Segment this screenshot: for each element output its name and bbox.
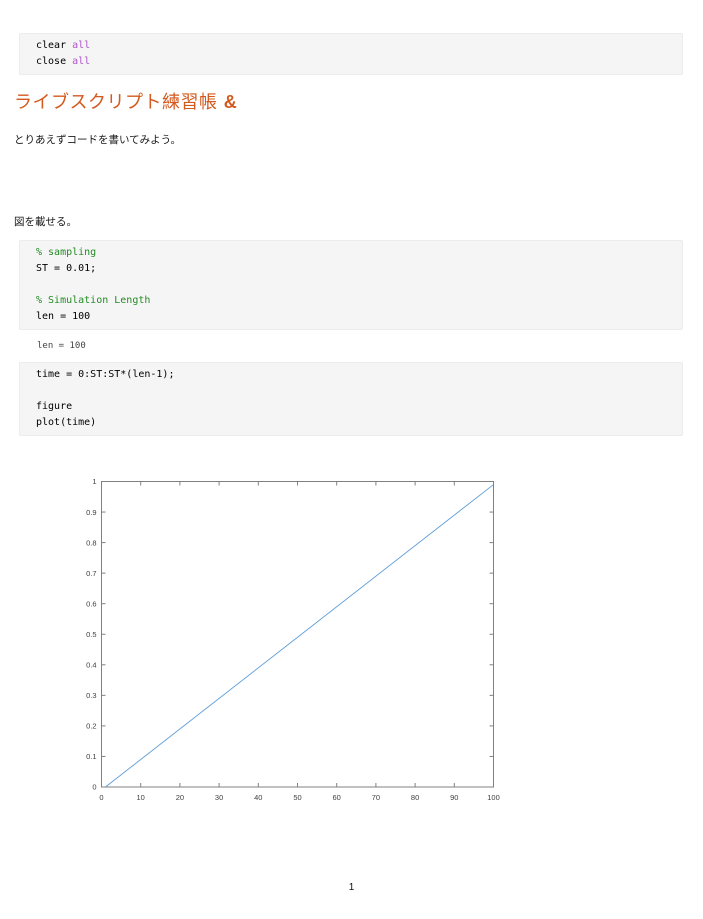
code-line: ST = 0.01; <box>36 263 97 274</box>
svg-text:0: 0 <box>92 783 96 792</box>
svg-text:0.8: 0.8 <box>86 538 96 547</box>
code-line: % sampling <box>36 247 97 258</box>
svg-text:0.2: 0.2 <box>86 722 96 731</box>
code-block-sampling: % sampling ST = 0.01; % Simulation Length… <box>19 240 683 330</box>
svg-text:0.9: 0.9 <box>86 508 96 517</box>
svg-text:1: 1 <box>92 477 96 486</box>
code-block-clear-close: clear all close all <box>19 33 683 75</box>
svg-text:0.5: 0.5 <box>86 630 96 639</box>
svg-text:60: 60 <box>333 793 341 802</box>
svg-text:100: 100 <box>487 793 500 802</box>
code-line: % Simulation Length <box>36 295 151 306</box>
code-line: figure <box>36 401 73 412</box>
svg-text:0: 0 <box>99 793 103 802</box>
intro-paragraph: とりあえずコードを書いてみよう。 <box>14 134 182 146</box>
line-chart: 0 10 20 30 40 50 60 70 80 90 100 0 0.1 0.2 0.3 0.4 0.5 0.… <box>86 477 500 802</box>
code-line: len = 100 <box>36 311 91 322</box>
svg-text:10: 10 <box>137 793 145 802</box>
svg-text:0.6: 0.6 <box>86 599 96 608</box>
code-line: close all <box>36 56 91 67</box>
page-number: 1 <box>348 882 355 893</box>
page-title-ampersand: & <box>223 92 238 112</box>
code-line: clear all <box>36 40 91 51</box>
svg-text:50: 50 <box>293 793 301 802</box>
svg-text:30: 30 <box>215 793 223 802</box>
plot-figure: 0 10 20 30 40 50 60 70 80 90 100 0 0.1 0.2 0.3 0.4 0.5 0.… <box>80 475 520 815</box>
code-line <box>36 277 682 293</box>
page-title: ライブスクリプト練習帳 & <box>14 88 237 114</box>
svg-text:20: 20 <box>176 793 184 802</box>
code-output: len = 100 <box>37 341 86 351</box>
svg-text:0.1: 0.1 <box>86 752 96 761</box>
svg-text:70: 70 <box>372 793 380 802</box>
code-line <box>36 383 682 399</box>
figure-note-paragraph: 図を載せる。 <box>14 216 77 228</box>
page-title-text: ライブスクリプト練習帳 <box>14 92 224 113</box>
svg-text:90: 90 <box>450 793 458 802</box>
svg-text:0.3: 0.3 <box>86 691 96 700</box>
svg-text:0.4: 0.4 <box>86 661 96 670</box>
code-block-plot: time = 0:ST:ST*(len-1); figure plot(time) <box>19 362 683 436</box>
svg-text:0.7: 0.7 <box>86 569 96 578</box>
svg-text:80: 80 <box>411 793 419 802</box>
code-line: plot(time) <box>36 417 97 428</box>
code-line: time = 0:ST:ST*(len-1); <box>36 369 175 380</box>
svg-text:40: 40 <box>254 793 262 802</box>
